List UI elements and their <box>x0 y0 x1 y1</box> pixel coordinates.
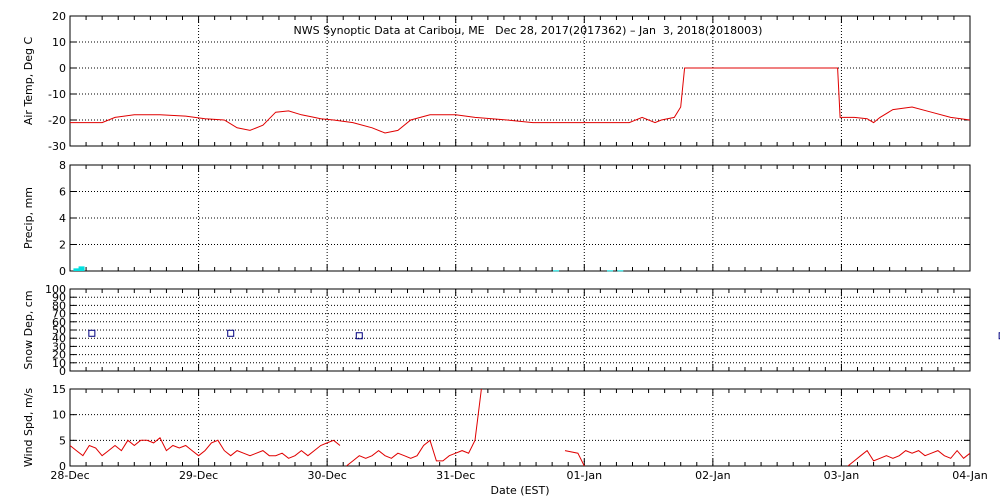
air-temp-ytick-label: -20 <box>48 114 66 127</box>
x-tick-label: 04-Jan <box>952 469 988 482</box>
air-temp-ytick-label: -10 <box>48 88 66 101</box>
snow-depth-point <box>355 332 363 340</box>
wind-speed-series-line <box>847 449 970 466</box>
snow-depth-ytick-label: 30 <box>52 340 66 353</box>
snow-depth-frame <box>69 288 971 372</box>
precip-bar <box>78 266 85 271</box>
precip-ytick-label: 6 <box>59 186 66 199</box>
precip-bar <box>73 268 80 271</box>
snow-depth-ytick-label: 90 <box>52 291 66 304</box>
air-temp-ytick-label: -30 <box>48 140 66 153</box>
snow-depth-ytick-label: 60 <box>52 316 66 329</box>
snow-depth-point <box>227 329 235 337</box>
wind-speed-ytick-label: 5 <box>59 434 66 447</box>
air-temp-frame <box>69 15 971 147</box>
air-temp-ytick-label: 20 <box>52 10 66 23</box>
x-axis-label: Date (EST) <box>490 484 549 497</box>
x-tick-label: 31-Dec <box>436 469 475 482</box>
x-tick-label: 29-Dec <box>179 469 218 482</box>
x-tick-label: 28-Dec <box>50 469 89 482</box>
air-temp-ytick-label: 10 <box>52 36 66 49</box>
snow-depth-point <box>88 329 96 337</box>
chart-title: NWS Synoptic Data at Caribou, ME Dec 28,… <box>294 24 763 37</box>
snow-depth-ylabel: Snow Dep, cm <box>22 290 35 369</box>
snow-depth-ytick-label: 40 <box>52 332 66 345</box>
precip-bar <box>607 270 613 272</box>
snow-depth-point <box>998 332 1000 340</box>
x-tick-label: 03-Jan <box>824 469 860 482</box>
air-temp-series-line <box>70 67 970 134</box>
snow-depth-ytick-label: 10 <box>52 357 66 370</box>
x-tick-label: 01-Jan <box>567 469 603 482</box>
wind-speed-frame <box>69 388 971 467</box>
wind-speed-ytick-label: 15 <box>52 383 66 396</box>
snow-depth-ytick-label: 80 <box>52 299 66 312</box>
wind-speed-series-line <box>70 437 341 459</box>
precip-ytick-label: 2 <box>59 239 66 252</box>
wind-speed-ytick-label: 0 <box>59 460 66 473</box>
snow-depth-ytick-label: 20 <box>52 349 66 362</box>
air-temp-ytick-label: 0 <box>59 62 66 75</box>
precip-ylabel: Precip, mm <box>22 187 35 249</box>
wind-speed-ylabel: Wind Spd, m/s <box>22 388 35 468</box>
snow-depth-ytick-label: 100 <box>45 283 66 296</box>
snow-depth-ytick-label: 0 <box>59 365 66 378</box>
precip-bar <box>617 270 624 272</box>
x-tick-label: 30-Dec <box>308 469 347 482</box>
precip-ytick-label: 8 <box>59 159 66 172</box>
wind-speed-series-line <box>564 450 585 466</box>
precip-bar <box>553 270 559 272</box>
precip-ytick-label: 0 <box>59 265 66 278</box>
precip-frame <box>69 164 971 272</box>
wind-speed-ytick-label: 10 <box>52 409 66 422</box>
precip-ytick-label: 4 <box>59 212 66 225</box>
snow-depth-ytick-label: 70 <box>52 308 66 321</box>
x-tick-label: 02-Jan <box>695 469 731 482</box>
snow-depth-ytick-label: 50 <box>52 324 66 337</box>
air-temp-ylabel: Air Temp, Deg C <box>22 37 35 126</box>
wind-speed-series-line <box>346 389 482 466</box>
